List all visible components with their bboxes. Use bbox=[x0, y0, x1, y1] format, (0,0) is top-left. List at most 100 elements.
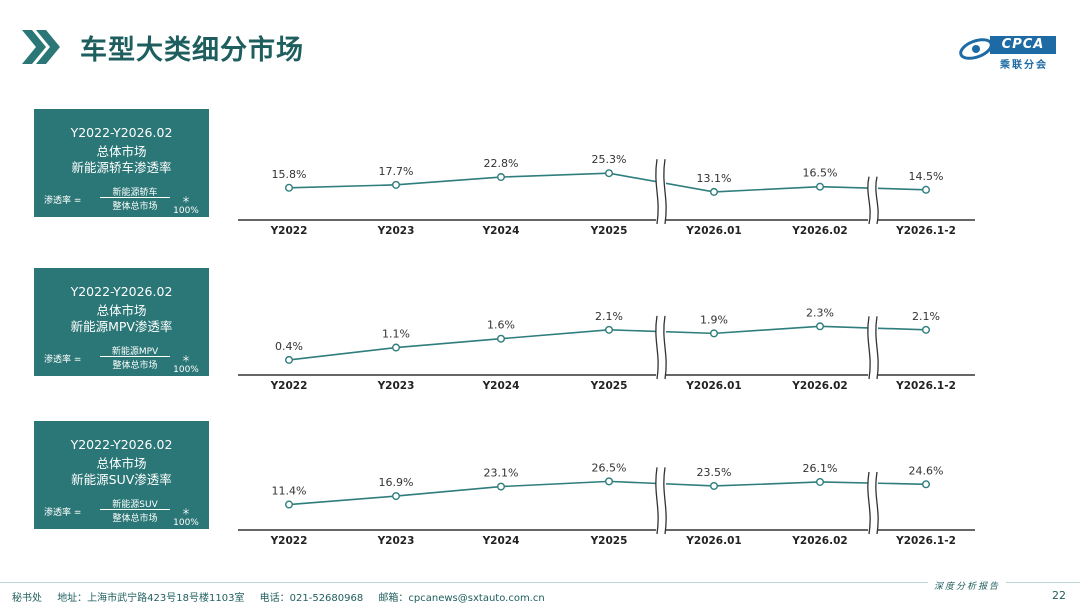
formula-bar bbox=[100, 509, 170, 510]
axis-break-gap bbox=[868, 471, 878, 534]
formula-lhs: 渗透率 = bbox=[44, 508, 82, 518]
formula: 渗透率 = 新能源MPV 整体总市场 ＊100% bbox=[42, 344, 202, 375]
data-point bbox=[816, 322, 825, 331]
footer-office: 秘书处 bbox=[12, 593, 42, 604]
panel-metric: 新能源MPV渗透率 bbox=[70, 319, 173, 334]
panel-metric: 新能源轿车渗透率 bbox=[71, 160, 172, 175]
panel-suv: Y2022-Y2026.02 总体市场 新能源SUV渗透率 渗透率 = 新能源S… bbox=[34, 421, 209, 529]
footer-phone: 电话：021-52680968 bbox=[259, 593, 364, 604]
cpca-logo-icon bbox=[959, 38, 993, 60]
data-point bbox=[922, 185, 931, 194]
data-point bbox=[392, 343, 401, 352]
axis-break-mark bbox=[867, 471, 871, 535]
panel-metric: 新能源SUV渗透率 bbox=[71, 472, 172, 487]
x-tick-label: Y2025 bbox=[590, 535, 628, 547]
data-point bbox=[392, 180, 401, 189]
data-point bbox=[497, 173, 506, 182]
data-point bbox=[285, 500, 294, 509]
panel-sedan: Y2022-Y2026.02 总体市场 新能源轿车渗透率 渗透率 = 新能源轿车… bbox=[34, 109, 209, 217]
data-label: 1.6% bbox=[487, 319, 515, 332]
axis-break-gap bbox=[656, 159, 666, 224]
axis-break-gap bbox=[868, 316, 878, 379]
data-label: 26.5% bbox=[592, 461, 627, 474]
data-point bbox=[922, 325, 931, 334]
logo-subtitle: 乘联分会 bbox=[1000, 60, 1048, 71]
data-label: 15.8% bbox=[272, 168, 307, 181]
data-label: 1.1% bbox=[382, 328, 410, 341]
formula-denominator: 整体总市场 bbox=[112, 514, 158, 524]
data-label: 13.1% bbox=[697, 172, 732, 185]
sedan-penetration-chart: 15.8% Y2022 17.7% Y2023 22.8% Y2024 25.3% Y2025… bbox=[238, 153, 975, 237]
axis-break-mark bbox=[663, 315, 667, 380]
data-point bbox=[392, 492, 401, 501]
x-tick-label: Y2022 bbox=[270, 380, 308, 392]
panel-period: Y2022-Y2026.02 bbox=[70, 284, 173, 299]
axis-break-mark bbox=[867, 316, 871, 380]
x-tick-label: Y2024 bbox=[482, 535, 520, 547]
x-tick-label: Y2024 bbox=[482, 225, 520, 237]
panel-market: 总体市场 bbox=[96, 144, 147, 159]
panel-period: Y2022-Y2026.02 bbox=[70, 125, 173, 140]
x-tick-label: Y2023 bbox=[377, 225, 415, 237]
data-label: 26.1% bbox=[803, 462, 838, 475]
data-point bbox=[605, 169, 614, 178]
mpv-penetration-chart: 0.4% Y2022 1.1% Y2023 1.6% Y2024 2.1% Y2025 1.9%… bbox=[238, 306, 975, 392]
x-tick-label: Y2023 bbox=[377, 380, 415, 392]
formula-multiplier: ＊100% bbox=[173, 355, 199, 375]
axis-break-mark bbox=[663, 159, 667, 225]
x-tick-label: Y2026.01 bbox=[685, 535, 741, 547]
data-point bbox=[922, 480, 931, 489]
data-label: 25.3% bbox=[592, 153, 627, 166]
data-label: 2.1% bbox=[595, 310, 623, 323]
formula-bar bbox=[100, 356, 170, 357]
x-tick-label: Y2022 bbox=[270, 225, 308, 237]
axis-break-mark bbox=[875, 471, 879, 535]
axis-break-mark bbox=[663, 467, 667, 535]
data-label: 2.3% bbox=[806, 306, 834, 319]
axis-break-mark bbox=[655, 159, 659, 225]
data-point bbox=[497, 334, 506, 343]
axis-break-mark bbox=[655, 467, 659, 535]
x-tick-label: Y2026.01 bbox=[685, 380, 741, 392]
formula-lhs: 渗透率 = bbox=[44, 355, 82, 365]
data-label: 24.6% bbox=[909, 464, 944, 477]
axis-break-mark bbox=[875, 316, 879, 380]
data-point bbox=[285, 355, 294, 364]
formula-bar bbox=[100, 197, 170, 198]
data-label: 0.4% bbox=[275, 340, 303, 353]
chevron-right-icon bbox=[22, 30, 60, 64]
data-point bbox=[816, 477, 825, 486]
x-tick-label: Y2026.01 bbox=[685, 225, 741, 237]
data-point bbox=[497, 482, 506, 491]
data-label: 17.7% bbox=[379, 165, 414, 178]
axis-break-gap bbox=[868, 176, 878, 224]
panel-mpv: Y2022-Y2026.02 总体市场 新能源MPV渗透率 渗透率 = 新能源M… bbox=[34, 268, 209, 376]
axis-break-mark bbox=[875, 176, 879, 225]
data-point bbox=[816, 182, 825, 191]
x-tick-label: Y2025 bbox=[590, 380, 628, 392]
data-point bbox=[285, 183, 294, 192]
axis-break-mark bbox=[867, 176, 871, 225]
data-point bbox=[605, 325, 614, 334]
formula-numerator: 新能源MPV bbox=[111, 347, 159, 357]
page-number: 22 bbox=[1052, 589, 1066, 602]
formula-denominator: 整体总市场 bbox=[112, 361, 158, 371]
axis-break-gap bbox=[656, 467, 666, 534]
data-label: 2.1% bbox=[912, 310, 940, 323]
footer-divider bbox=[0, 582, 1080, 583]
panel-market: 总体市场 bbox=[96, 303, 147, 318]
data-label: 1.9% bbox=[700, 313, 728, 326]
data-label: 23.5% bbox=[697, 466, 732, 479]
panel-market: 总体市场 bbox=[96, 456, 147, 471]
header: 车型大类细分市场 CPCA 乘联分会 bbox=[0, 0, 1080, 80]
data-point bbox=[710, 329, 719, 338]
data-label: 23.1% bbox=[484, 467, 519, 480]
data-label: 16.5% bbox=[803, 167, 838, 180]
footer: 秘书处 地址：上海市武宁路423号18号楼1103室 电话：021-526809… bbox=[12, 589, 557, 604]
x-tick-label: Y2026.02 bbox=[791, 380, 847, 392]
data-point bbox=[710, 187, 719, 196]
x-tick-label: Y2024 bbox=[482, 380, 520, 392]
suv-penetration-chart: 11.4% Y2022 16.9% Y2023 23.1% Y2024 26.5% Y2025… bbox=[238, 461, 975, 547]
formula-numerator: 新能源SUV bbox=[112, 500, 158, 510]
panel-period: Y2022-Y2026.02 bbox=[70, 437, 173, 452]
